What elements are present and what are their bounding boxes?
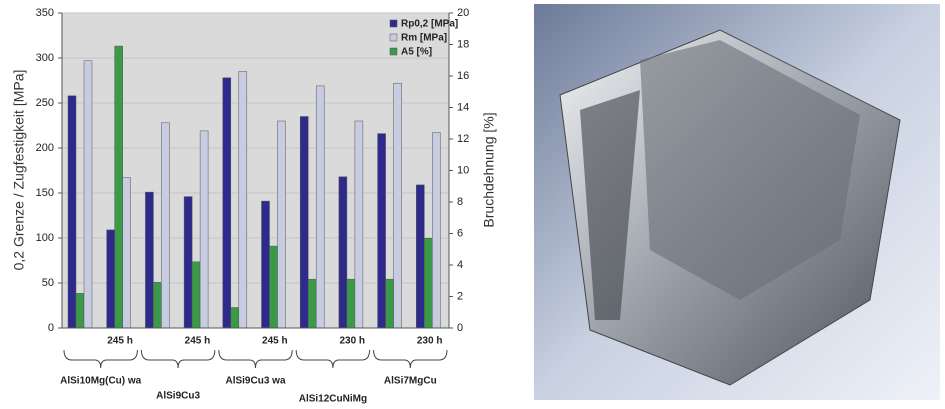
bar [114,45,123,329]
bar [161,122,170,329]
x-tick-label: 230 h [417,336,443,347]
bar [222,77,232,329]
bar [377,133,386,329]
group-label: AlSi9Cu3 wa [225,376,285,387]
y2-tick-label: 8 [457,196,463,208]
y-tick-label: 50 [42,277,54,289]
bar [238,71,248,329]
brace [140,349,216,369]
bar [416,184,425,329]
y2-axis-title: Bruchdehnung [%] [481,112,497,227]
y2-tick-label: 12 [457,133,469,145]
cavity [640,40,860,300]
y2-tick-label: 10 [457,164,469,176]
y2-tick-label: 0 [457,322,463,334]
y-tick-label: 150 [36,187,54,199]
bar [269,245,278,329]
bar [122,177,131,329]
legend-label: Rm [MPa] [401,33,447,44]
group-label: AlSi10Mg(Cu) wa [60,376,142,387]
bar [277,120,286,329]
bar [393,82,402,329]
y-tick-label: 100 [36,232,54,244]
bar [307,278,317,329]
photo [534,4,940,400]
y-tick-label: 0 [48,322,54,334]
x-tick-label: 245 h [107,336,133,347]
bar [75,293,85,329]
bar [191,261,201,329]
bar [145,191,154,329]
bar [315,85,325,329]
bar [385,278,394,329]
legend-swatch [389,33,398,42]
bar [432,132,441,329]
y-tick-label: 350 [36,7,54,19]
legend-label: Rp0,2 [MPa] [401,19,458,30]
ports [580,90,640,320]
bar [183,196,193,329]
x-tick-label: 245 h [185,336,211,347]
group-label: AlSi7MgCu [384,376,437,387]
bar [153,282,162,329]
group-label: AlSi9Cu3 [156,391,200,402]
bar [199,130,209,329]
bar [346,278,356,329]
bar [424,237,433,329]
y2-tick-label: 16 [457,70,469,82]
y2-tick-label: 20 [457,7,469,19]
legend-label: A5 [%] [401,47,432,58]
y2-tick-label: 18 [457,38,469,50]
x-tick-label: 230 h [339,336,365,347]
brace [373,349,448,369]
y2-tick-label: 6 [457,227,463,239]
y-tick-label: 250 [36,97,54,109]
y2-tick-label: 2 [457,290,463,302]
brace [218,349,293,369]
y2-tick-label: 14 [457,101,469,113]
brace [295,349,371,369]
y-axis-title: 0,2 Grenze / Zugfestigkeit [MPa] [11,70,27,271]
bar [67,95,77,329]
brace [63,349,138,369]
legend-swatch [389,47,398,56]
bar [106,229,115,329]
y2-tick-label: 4 [457,259,463,271]
legend-swatch [389,19,398,28]
bar [354,120,364,329]
x-tick-label: 245 h [262,336,288,347]
bar [299,116,309,329]
bar [230,307,240,329]
bar [83,60,93,329]
bar [261,200,270,329]
y-tick-label: 200 [36,142,54,154]
y-tick-label: 300 [36,52,54,64]
bar [338,176,348,329]
group-label: AlSi12CuNiMg [299,394,367,404]
